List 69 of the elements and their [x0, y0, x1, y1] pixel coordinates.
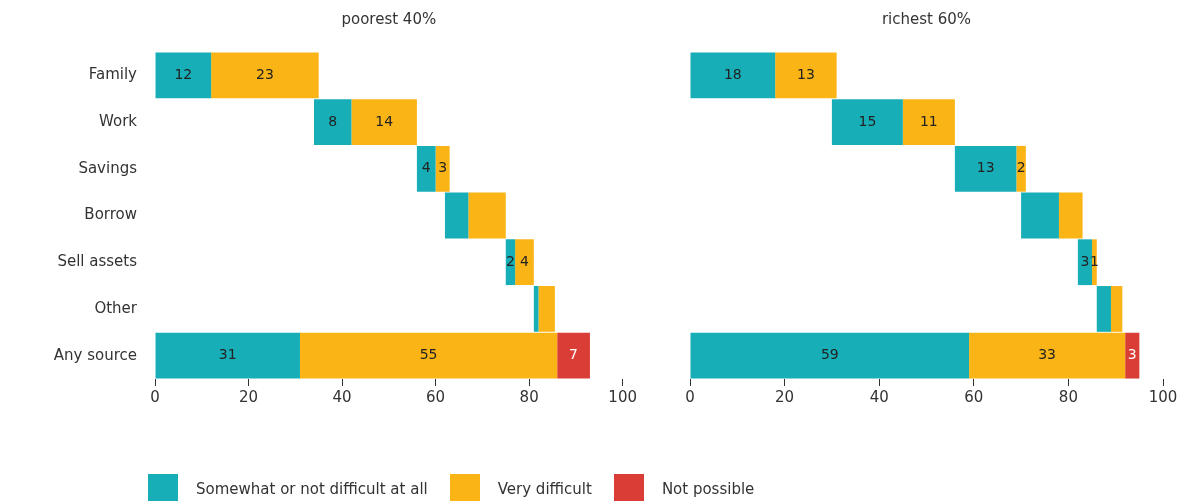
data-label: 3 [1080, 252, 1090, 269]
legend-label: Somewhat or not difficult at all [196, 480, 428, 498]
x-tick-label: 100 [608, 387, 638, 406]
data-label: 11 [919, 112, 938, 129]
bar [468, 192, 506, 239]
y-tick-label: Any source [53, 345, 137, 364]
y-tick-label: Borrow [84, 205, 137, 224]
bar [155, 52, 212, 99]
legend-label: Not possible [661, 480, 755, 498]
data-label: 31 [218, 346, 237, 363]
bar [1058, 192, 1083, 239]
data-label: 4 [421, 159, 431, 176]
data-label: 2 [1016, 159, 1026, 176]
bar [533, 286, 539, 332]
x-tick-label: 80 [519, 387, 539, 406]
bar [416, 145, 436, 192]
chart-title: richest 60% [881, 10, 972, 28]
data-label: 23 [255, 66, 274, 82]
y-tick-label: Work [99, 111, 138, 130]
bar [155, 332, 300, 379]
data-label: 18 [723, 66, 742, 82]
bar [314, 99, 352, 145]
bar [211, 52, 319, 99]
x-tick-label: 20 [238, 387, 259, 406]
x-tick-label: 0 [685, 387, 695, 406]
data-label: 12 [174, 66, 193, 82]
data-label: 13 [976, 159, 995, 176]
x-tick-label: 0 [150, 387, 160, 406]
bar [1077, 239, 1093, 286]
data-label: 3 [438, 159, 448, 176]
bar [775, 52, 837, 99]
x-tick-label: 100 [1148, 387, 1178, 406]
bar [444, 192, 469, 239]
legend-label: Very difficult [497, 480, 592, 498]
x-tick-label: 40 [869, 387, 889, 406]
bar [351, 99, 417, 145]
data-label: 7 [569, 346, 579, 363]
bar [515, 239, 534, 286]
x-tick-label: 60 [426, 387, 446, 406]
data-label: 59 [820, 346, 839, 363]
data-label: 2 [505, 252, 515, 269]
y-tick-label: Sell assets [57, 252, 138, 271]
data-label: 55 [419, 346, 438, 363]
data-label: 4 [520, 252, 530, 269]
y-tick-label: Other [94, 298, 138, 317]
bar [1125, 332, 1140, 379]
bar [902, 99, 955, 145]
y-tick-label: Savings [78, 158, 138, 177]
bar [1096, 286, 1111, 332]
data-label: 33 [1038, 346, 1057, 363]
bar [690, 332, 970, 379]
data-label: 8 [328, 112, 338, 129]
bar [557, 332, 590, 379]
x-tick-label: 40 [332, 387, 352, 406]
data-label: 15 [858, 112, 877, 129]
y-tick-label: Family [88, 65, 138, 84]
bar [1021, 192, 1059, 239]
data-label: 14 [375, 112, 394, 129]
data-label: 13 [796, 66, 815, 82]
x-tick-label: 20 [775, 387, 795, 406]
bar [831, 99, 903, 145]
chart-title: poorest 40% [341, 10, 437, 28]
bar [435, 145, 450, 192]
bar [1016, 145, 1026, 192]
x-tick-label: 60 [964, 387, 984, 406]
data-label: 3 [1127, 346, 1137, 363]
x-tick-label: 80 [1058, 387, 1078, 406]
bar [690, 52, 776, 99]
bar [954, 145, 1017, 192]
